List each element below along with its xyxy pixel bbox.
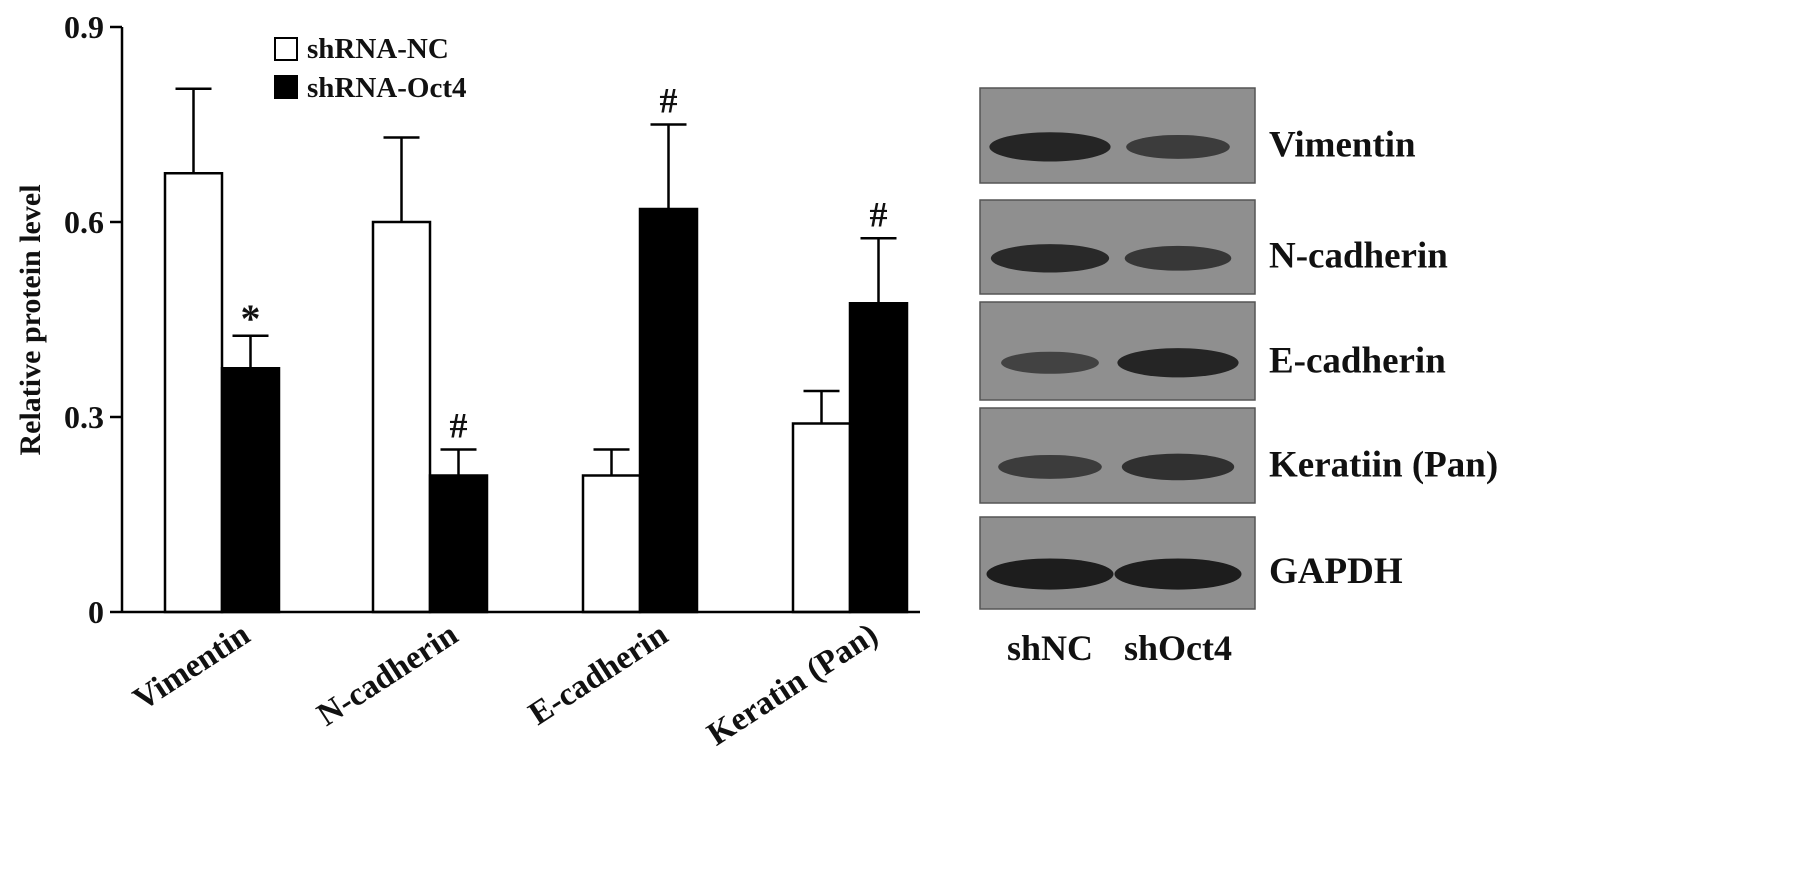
significance-mark: # [870, 194, 888, 234]
legend-label-shrna-oct4: shRNA-Oct4 [307, 72, 467, 104]
bar-shrna-oct4-e-cadherin [638, 207, 699, 614]
significance-mark: # [660, 81, 678, 121]
y-axis-label: Relative protein level [14, 184, 47, 455]
legend-swatch-shrna-oct4 [274, 75, 298, 99]
blot-band-vimentin-shoct4 [1126, 134, 1230, 159]
blot-row-label: Vimentin [1269, 124, 1416, 165]
blot-band-keratiin-pan-shnc [998, 454, 1102, 479]
y-tick-label: 0.3 [64, 399, 104, 435]
x-tick-label: E-cadherin [523, 617, 675, 733]
blot-row-label: GAPDH [1269, 551, 1403, 592]
blot-strip-keratiin-pan [979, 407, 1256, 504]
bar-shrna-nc-e-cadherin [581, 474, 642, 614]
significance-mark: # [450, 406, 468, 446]
blot-band-gapdh-shnc [986, 558, 1114, 590]
bar-shrna-nc-n-cadherin [371, 220, 432, 614]
blot-band-keratiin-pan-shoct4 [1121, 453, 1235, 481]
y-axis-ticks: 0 0.3 0.6 0.9 [64, 9, 122, 630]
blot-row-label: Keratiin (Pan) [1269, 444, 1498, 485]
x-tick-label: N-cadherin [311, 617, 464, 734]
bar-shrna-nc-vimentin [163, 172, 224, 614]
significance-mark: * [241, 296, 261, 341]
y-tick-label: 0.9 [64, 9, 104, 45]
x-tick-label: Vimentin [127, 617, 256, 718]
y-tick-label: 0 [88, 594, 104, 630]
blot-band-e-cadherin-shoct4 [1117, 348, 1239, 378]
bar-shrna-oct4-n-cadherin [428, 474, 489, 614]
blot-band-e-cadherin-shnc [1001, 351, 1099, 374]
western-blot-panel: Vimentin N-cadherin E-cadherin Keratiin (Pa… [979, 87, 1498, 668]
bar-shrna-nc-keratin-pan [791, 422, 852, 614]
blot-band-gapdh-shoct4 [1114, 558, 1242, 590]
legend-label-shrna-nc: shRNA-NC [307, 33, 449, 65]
bars: * # # # [163, 81, 909, 614]
y-tick-label: 0.6 [64, 204, 104, 240]
blot-row-label: E-cadherin [1269, 341, 1446, 382]
legend-swatch-shrna-nc [274, 37, 298, 61]
x-tick-label: Keratin (Pan) [701, 617, 884, 754]
bar-shrna-oct4-vimentin [220, 367, 281, 614]
x-axis-tick-labels: Vimentin N-cadherin E-cadherin Keratin (Pan… [127, 617, 884, 754]
blot-row-label: N-cadherin [1269, 236, 1448, 277]
bar-shrna-oct4-keratin-pan [848, 302, 909, 614]
blot-band-n-cadherin-shoct4 [1124, 245, 1232, 271]
blot-band-vimentin-shnc [989, 132, 1111, 162]
bar-chart: Relative protein level 0 0.3 0.6 0.9 * # # # V… [14, 9, 920, 753]
blot-band-n-cadherin-shnc [990, 244, 1110, 273]
blot-lane-label: shNC [1007, 628, 1093, 668]
blot-lane-label: shOct4 [1124, 628, 1232, 668]
legend: shRNA-NC shRNA-Oct4 [274, 33, 467, 104]
